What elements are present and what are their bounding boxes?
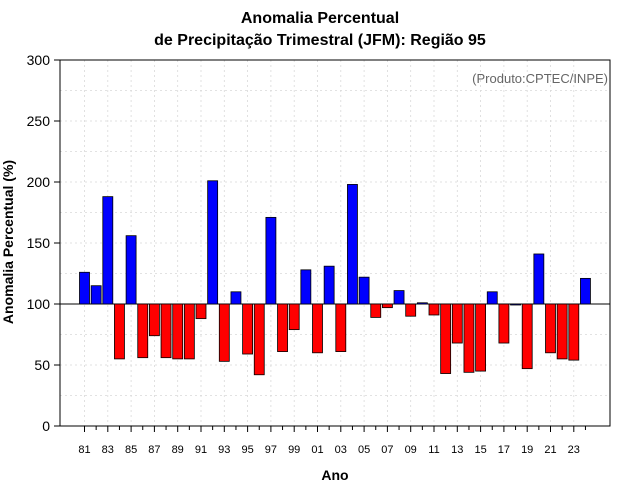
- y-tick-label: 100: [27, 296, 51, 312]
- x-tick-label: 95: [241, 444, 253, 456]
- bar-21: [545, 303, 556, 354]
- x-tick-label: 05: [358, 444, 370, 456]
- bar-10: [416, 302, 428, 305]
- bar-87: [148, 303, 160, 337]
- y-axis: 0 50 100 150 200 250 300: [27, 52, 60, 434]
- y-tick-label: 300: [27, 52, 51, 68]
- bar-98: [277, 303, 288, 352]
- bar-03: [335, 303, 347, 352]
- bar-89: [172, 303, 184, 360]
- bar-92: [207, 180, 219, 305]
- bar-12: [440, 303, 452, 374]
- x-tick-label: 23: [568, 444, 580, 456]
- x-tick-label: 99: [288, 444, 300, 456]
- bar-85: [125, 235, 137, 305]
- y-tick-label: 50: [34, 357, 50, 373]
- x-tick-label: 01: [311, 444, 323, 456]
- y-tick-label: 150: [27, 235, 51, 251]
- bars-group: [79, 180, 591, 376]
- x-axis: 81 83 85 87 89 91 93 95 97 99 01 03 05 07 09 11 13 15 17 19…: [78, 426, 586, 456]
- bar-17: [498, 303, 510, 344]
- bar-08: [393, 290, 405, 305]
- bar-11: [428, 303, 440, 316]
- bar-14: [463, 303, 475, 373]
- x-tick-label: 87: [148, 444, 160, 456]
- bar-94: [230, 291, 242, 305]
- bar-95: [242, 303, 254, 355]
- x-tick-label: 83: [102, 444, 114, 456]
- x-tick-label: 81: [78, 444, 90, 456]
- x-tick-label: 17: [498, 444, 510, 456]
- bar-16: [486, 291, 498, 305]
- bar-15: [475, 303, 487, 372]
- x-tick-label: 91: [195, 444, 207, 456]
- bar-20: [533, 253, 545, 305]
- bar-91: [195, 303, 207, 320]
- bar-04: [347, 184, 358, 305]
- chart-title-line2: de Precipitação Trimestral (JFM): Região…: [154, 32, 486, 49]
- x-tick-label: 11: [428, 444, 439, 456]
- bar-18: [510, 303, 521, 306]
- bar-07: [381, 303, 393, 309]
- x-tick-label: 07: [381, 444, 393, 456]
- x-tick-label: 19: [521, 444, 533, 456]
- x-tick-label: 13: [451, 444, 463, 456]
- bar-24: [580, 277, 591, 305]
- y-tick-label: 0: [42, 418, 50, 434]
- bar-99: [288, 303, 300, 331]
- bar-01: [312, 303, 323, 354]
- bar-05: [358, 276, 370, 305]
- x-tick-label: 09: [405, 444, 417, 456]
- bar-02: [323, 265, 335, 305]
- chart-title-line1: Anomalia Percentual: [240, 10, 400, 27]
- credit-label: (Produto:CPTEC/INPE): [472, 71, 608, 86]
- x-tick-label: 03: [335, 444, 347, 456]
- bar-81: [79, 271, 90, 305]
- x-tick-label: 21: [544, 444, 556, 456]
- bar-97: [265, 216, 277, 305]
- x-tick-label: 89: [172, 444, 184, 456]
- bar-23: [568, 303, 580, 361]
- bar-82: [90, 285, 102, 305]
- bar-22: [556, 303, 568, 360]
- bar-06: [370, 303, 382, 318]
- bar-86: [137, 303, 149, 359]
- x-tick-label: 93: [218, 444, 230, 456]
- bar-19: [521, 303, 533, 370]
- bar-88: [160, 303, 172, 359]
- x-axis-label: Ano: [321, 467, 349, 483]
- bar-83: [102, 196, 114, 305]
- x-tick-label: 97: [265, 444, 277, 456]
- x-tick-label: 85: [125, 444, 137, 456]
- bar-93: [218, 303, 230, 362]
- grid-lines: [60, 60, 610, 426]
- y-tick-label: 200: [27, 174, 51, 190]
- y-axis-label: Anomalia Percentual (%): [0, 159, 16, 325]
- y-tick-label: 250: [27, 113, 51, 129]
- bar-90: [183, 303, 195, 360]
- bar-13: [451, 303, 463, 344]
- bar-84: [114, 303, 125, 360]
- x-tick-label: 15: [474, 444, 486, 456]
- bar-00: [300, 269, 312, 305]
- bar-96: [253, 303, 265, 376]
- bar-09: [405, 303, 417, 317]
